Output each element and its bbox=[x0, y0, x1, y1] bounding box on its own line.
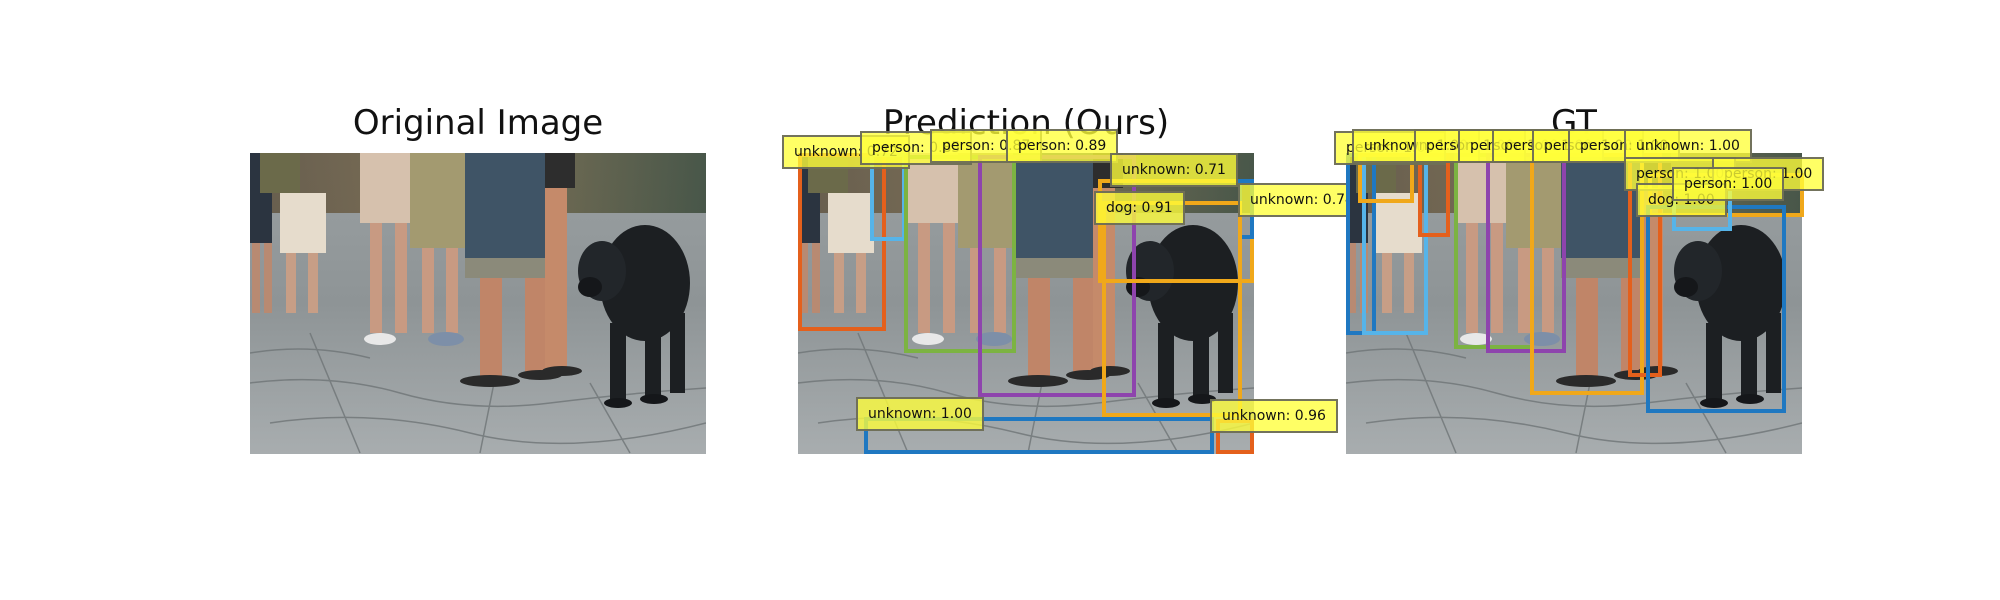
gt-label: person: 1.00 bbox=[1672, 167, 1785, 201]
gt-panel: person: 1.00 unknown: 1.00 person: 1.00 … bbox=[1334, 129, 1825, 454]
detection-label: unknown: 0.96 bbox=[1210, 399, 1338, 433]
detection-label: unknown: 0.71 bbox=[1110, 153, 1238, 187]
panel-title-original: Original Image bbox=[352, 103, 604, 143]
original-photo bbox=[250, 153, 706, 454]
gt-detections: person: 1.00 unknown: 1.00 person: 1.00 … bbox=[1334, 129, 1825, 454]
original-image-panel bbox=[250, 153, 706, 454]
gt-box bbox=[1418, 153, 1450, 237]
detection-label: unknown: 0.74 bbox=[1238, 183, 1366, 217]
detection-label: dog: 0.91 bbox=[1094, 191, 1185, 225]
detection-box bbox=[864, 417, 1214, 454]
detection-label: person: 0.89 bbox=[1006, 129, 1119, 163]
detection-box bbox=[1102, 201, 1242, 417]
prediction-detections: unknown: 0.72 person: 0.85 person: 0.87 … bbox=[782, 129, 1366, 454]
prediction-panel: unknown: 0.72 person: 0.85 person: 0.87 … bbox=[782, 129, 1366, 454]
detection-label: unknown: 1.00 bbox=[856, 397, 984, 431]
gt-box bbox=[1646, 205, 1786, 413]
